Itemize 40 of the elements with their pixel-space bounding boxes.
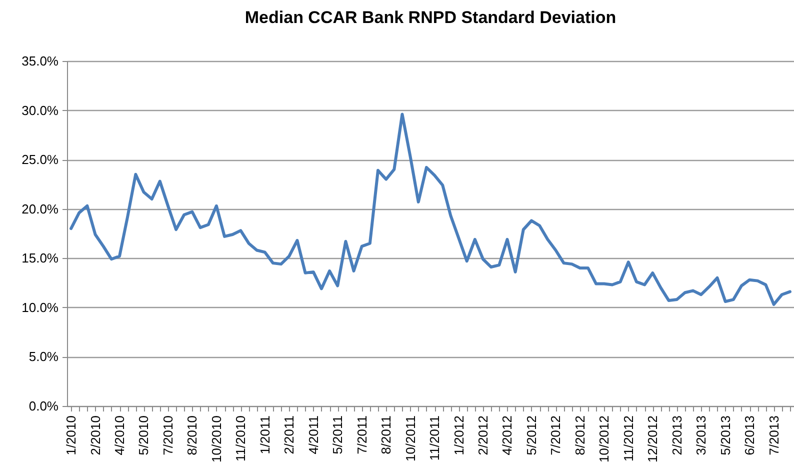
y-tick-label: 35.0% [22, 54, 59, 68]
x-tick-label: 11/2010 [233, 416, 248, 462]
x-tick-label: 2/2012 [476, 416, 491, 456]
y-tick-label: 25.0% [22, 152, 59, 168]
x-tick-label: 11/2012 [620, 416, 636, 462]
x-tick-label: 8/2010 [184, 416, 200, 456]
x-tick-label: 7/2011 [354, 416, 370, 454]
x-tick-label: 1/2010 [64, 416, 79, 456]
x-tick-label: 1/2012 [451, 416, 466, 456]
x-tick-label: 4/2010 [112, 416, 128, 456]
x-tick-label: 10/2012 [596, 416, 612, 462]
x-tick-label: 12/2012 [645, 416, 660, 462]
y-tick-label: 5.0% [28, 349, 59, 364]
x-tick-label: 4/2011 [306, 416, 321, 454]
y-tick-label: 10.0% [22, 300, 59, 315]
x-tick-label: 6/2013 [742, 416, 758, 456]
x-tick-label: 10/2011 [402, 416, 418, 462]
y-tick-label: 0.0% [28, 398, 59, 414]
x-tick-label: 7/2010 [160, 416, 176, 456]
x-tick-label: 2/2010 [88, 416, 103, 456]
x-tick-label: 8/2011 [378, 416, 394, 454]
x-tick-label: 4/2012 [500, 416, 515, 456]
line-series [70, 112, 792, 306]
y-tick-label: 20.0% [22, 201, 59, 216]
y-tick-label: 30.0% [22, 102, 59, 118]
x-tick-label: 5/2010 [136, 416, 152, 456]
x-tick-label: 2/2013 [669, 416, 684, 456]
x-tick-label: 5/2011 [330, 416, 346, 454]
x-tick-label: 2/2011 [282, 416, 297, 454]
y-tick-label: 15.0% [22, 250, 59, 266]
chart-title: Median CCAR Bank RNPD Standard Deviation [244, 8, 616, 27]
x-tick-label: 1/2011 [257, 416, 272, 454]
x-tick-label: 5/2012 [524, 416, 539, 456]
x-tick-label: 10/2010 [208, 416, 224, 462]
x-tick-label: 3/2013 [694, 416, 709, 456]
x-tick-label: 8/2012 [572, 416, 588, 456]
x-tick-label: 11/2011 [427, 416, 442, 461]
x-tick-label: 7/2012 [548, 416, 564, 456]
x-tick-label: 5/2013 [718, 416, 733, 456]
x-tick-label: 7/2013 [766, 416, 782, 456]
